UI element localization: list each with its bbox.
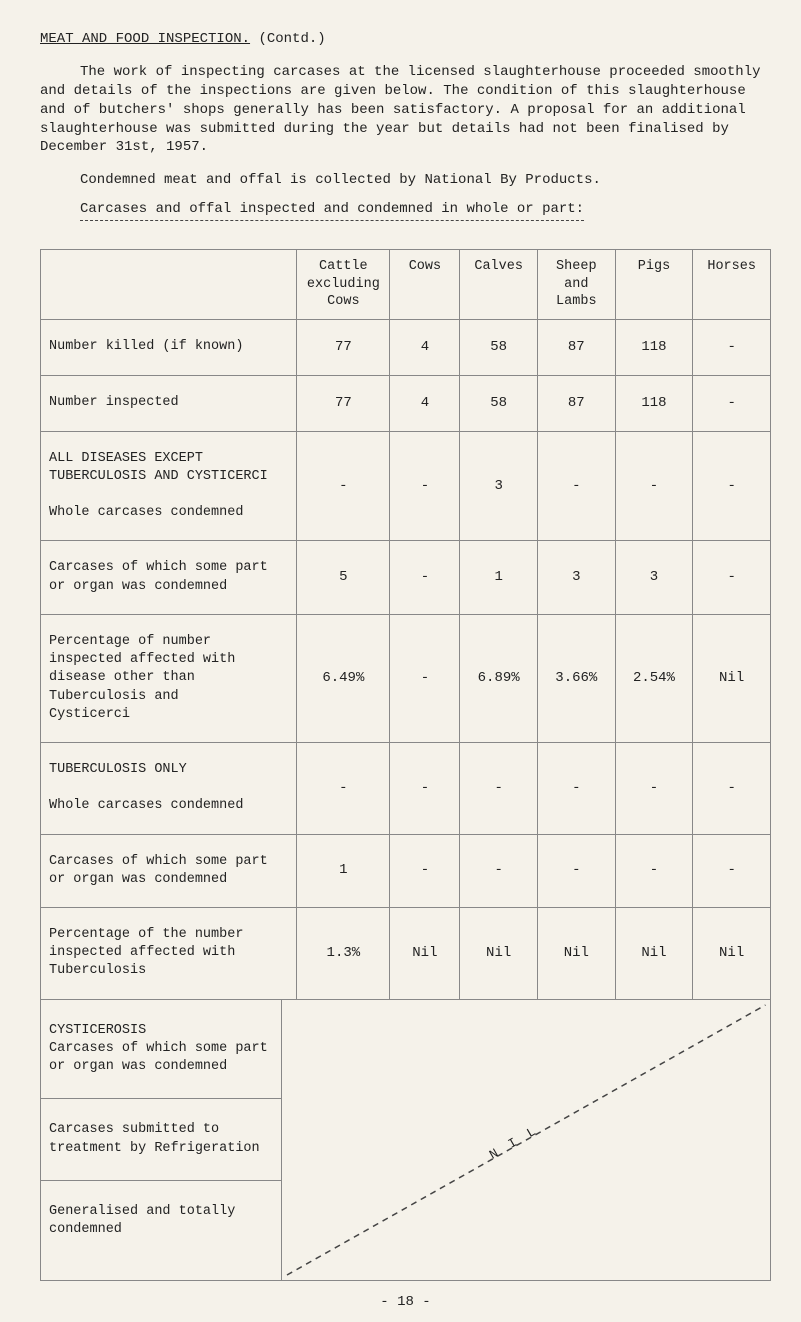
sub-paragraph-1: Condemned meat and offal is collected by… bbox=[80, 171, 771, 190]
table-cell: - bbox=[693, 742, 771, 834]
row-label: Percentage of the number inspected affec… bbox=[41, 908, 297, 1000]
table-cell: 58 bbox=[460, 375, 538, 431]
table-cell: 3 bbox=[460, 431, 538, 541]
table-cell: - bbox=[537, 742, 615, 834]
table-cell: - bbox=[390, 431, 460, 541]
inspection-table: Cattle excluding Cows Cows Calves Sheep … bbox=[40, 249, 771, 1000]
table-cell: Nil bbox=[460, 908, 538, 1000]
table-cell: - bbox=[537, 834, 615, 907]
table-cell: Nil bbox=[537, 908, 615, 1000]
nil-row-1: CYSTICEROSIS Carcases of which some part… bbox=[41, 1000, 281, 1100]
table-cell: - bbox=[693, 319, 771, 375]
table-row: TUBERCULOSIS ONLY Whole carcases condemn… bbox=[41, 742, 771, 834]
table-cell: - bbox=[615, 431, 693, 541]
sub2-text: Carcases and offal inspected and condemn… bbox=[80, 200, 584, 221]
table-cell: 77 bbox=[297, 319, 390, 375]
row-label: Carcases of which some part or organ was… bbox=[41, 834, 297, 907]
table-cell: 2.54% bbox=[615, 614, 693, 742]
table-cell: 4 bbox=[390, 319, 460, 375]
nil-row-3: Generalised and totally condemned bbox=[41, 1181, 281, 1261]
table-cell: - bbox=[615, 834, 693, 907]
row-label: Carcases of which some part or organ was… bbox=[41, 541, 297, 614]
table-header-row: Cattle excluding Cows Cows Calves Sheep … bbox=[41, 250, 771, 320]
table-cell: 6.89% bbox=[460, 614, 538, 742]
row-label: ALL DISEASES EXCEPT TUBERCULOSIS AND CYS… bbox=[41, 431, 297, 541]
table-cell: 4 bbox=[390, 375, 460, 431]
table-cell: 1 bbox=[297, 834, 390, 907]
table-cell: 6.49% bbox=[297, 614, 390, 742]
table-cell: 3 bbox=[615, 541, 693, 614]
row-label: TUBERCULOSIS ONLY Whole carcases condemn… bbox=[41, 742, 297, 834]
table-cell: Nil bbox=[693, 614, 771, 742]
row-label: Number killed (if known) bbox=[41, 319, 297, 375]
table-row: Carcases of which some part or organ was… bbox=[41, 541, 771, 614]
header-calves: Calves bbox=[460, 250, 538, 320]
table-cell: 118 bbox=[615, 375, 693, 431]
nil-row-2: Carcases submitted to treatment by Refri… bbox=[41, 1099, 281, 1180]
table-row: ALL DISEASES EXCEPT TUBERCULOSIS AND CYS… bbox=[41, 431, 771, 541]
table-cell: - bbox=[297, 431, 390, 541]
table-cell: - bbox=[390, 834, 460, 907]
table-cell: 58 bbox=[460, 319, 538, 375]
header-cows: Cows bbox=[390, 250, 460, 320]
table-cell: - bbox=[390, 614, 460, 742]
sub-paragraph-2: Carcases and offal inspected and condemn… bbox=[80, 200, 771, 221]
table-row: Percentage of number inspected affected … bbox=[41, 614, 771, 742]
table-cell: - bbox=[693, 375, 771, 431]
header-pigs: Pigs bbox=[615, 250, 693, 320]
row-label: Percentage of number inspected affected … bbox=[41, 614, 297, 742]
table-cell: 118 bbox=[615, 319, 693, 375]
table-cell: Nil bbox=[615, 908, 693, 1000]
table-cell: 3.66% bbox=[537, 614, 615, 742]
header-horses: Horses bbox=[693, 250, 771, 320]
table-cell: 77 bbox=[297, 375, 390, 431]
header-blank bbox=[41, 250, 297, 320]
table-cell: - bbox=[460, 742, 538, 834]
header-cattle: Cattle excluding Cows bbox=[297, 250, 390, 320]
page-title: MEAT AND FOOD INSPECTION. bbox=[40, 31, 250, 47]
table-cell: - bbox=[537, 431, 615, 541]
row-label: Number inspected bbox=[41, 375, 297, 431]
table-cell: Nil bbox=[390, 908, 460, 1000]
table-cell: - bbox=[390, 541, 460, 614]
contd-label: (Contd.) bbox=[258, 31, 325, 47]
table-cell: Nil bbox=[693, 908, 771, 1000]
table-row: Number killed (if known)7745887118- bbox=[41, 319, 771, 375]
table-cell: - bbox=[297, 742, 390, 834]
table-cell: 87 bbox=[537, 319, 615, 375]
intro-paragraph: The work of inspecting carcases at the l… bbox=[40, 63, 771, 157]
page-number: - 18 - bbox=[40, 1293, 771, 1312]
table-row: Carcases of which some part or organ was… bbox=[41, 834, 771, 907]
table-cell: 1 bbox=[460, 541, 538, 614]
table-cell: 3 bbox=[537, 541, 615, 614]
header-sheep: Sheep and Lambs bbox=[537, 250, 615, 320]
table-cell: 1.3% bbox=[297, 908, 390, 1000]
table-cell: - bbox=[693, 541, 771, 614]
table-cell: - bbox=[460, 834, 538, 907]
table-cell: 5 bbox=[297, 541, 390, 614]
table-row: Percentage of the number inspected affec… bbox=[41, 908, 771, 1000]
nil-section: CYSTICEROSIS Carcases of which some part… bbox=[40, 1000, 771, 1281]
table-cell: - bbox=[693, 431, 771, 541]
table-cell: - bbox=[390, 742, 460, 834]
table-cell: - bbox=[693, 834, 771, 907]
table-cell: 87 bbox=[537, 375, 615, 431]
table-row: Number inspected7745887118- bbox=[41, 375, 771, 431]
table-cell: - bbox=[615, 742, 693, 834]
